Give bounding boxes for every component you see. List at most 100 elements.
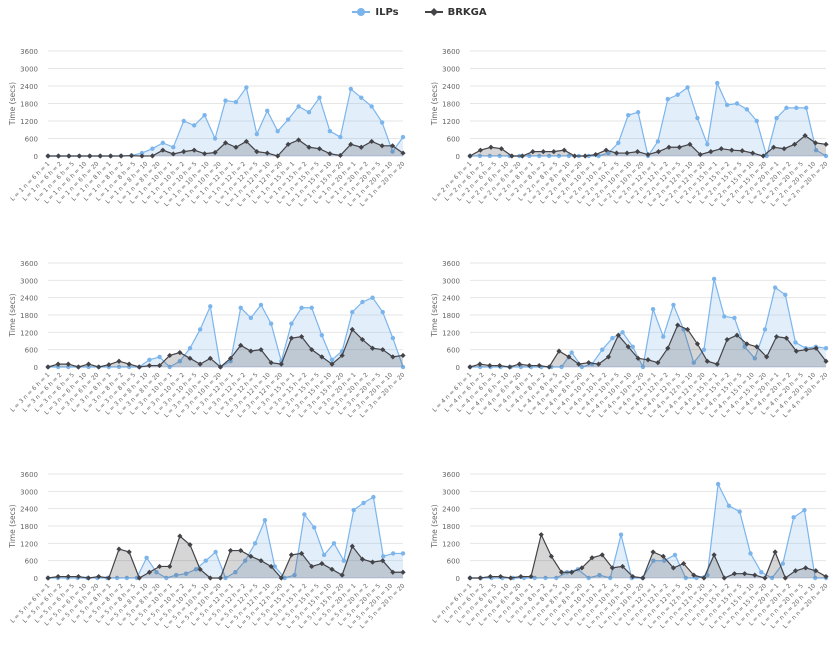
point-brkga: [773, 334, 780, 340]
legend-item-brkga[interactable]: BRKGA: [424, 4, 487, 20]
point-ilps: [350, 309, 355, 315]
point-ilps: [780, 561, 786, 566]
y-tick-label: 3600: [442, 48, 460, 56]
point-brkga: [823, 358, 829, 364]
point-ilps: [791, 515, 796, 520]
point-ilps: [737, 509, 742, 514]
point-ilps: [764, 153, 769, 159]
point-brkga: [538, 532, 544, 538]
point-brkga: [65, 361, 71, 367]
point-ilps: [701, 347, 707, 352]
point-brkga: [359, 336, 366, 343]
y-tick-label: 3000: [20, 488, 38, 496]
point-brkga: [156, 563, 163, 570]
point-ilps: [379, 120, 385, 125]
y-tick-label: 3000: [442, 277, 460, 285]
point-brkga: [66, 153, 72, 159]
point-brkga: [694, 341, 701, 347]
point-brkga: [729, 147, 735, 153]
point-brkga: [75, 573, 82, 580]
point-ilps: [329, 357, 335, 362]
point-brkga: [487, 573, 493, 580]
point-brkga: [85, 575, 92, 581]
point-brkga: [55, 573, 61, 580]
point-ilps: [208, 304, 213, 309]
point-brkga: [655, 149, 662, 155]
point-brkga: [329, 566, 335, 572]
point-brkga: [704, 358, 710, 364]
point-brkga: [160, 147, 166, 153]
series-ilps-area: [470, 484, 826, 578]
point-brkga: [369, 138, 375, 145]
point-brkga: [389, 143, 396, 149]
point-brkga: [139, 153, 145, 159]
point-brkga: [55, 361, 61, 367]
y-tick-label: 2400: [442, 83, 460, 91]
point-brkga: [599, 552, 605, 558]
point-brkga: [721, 575, 727, 581]
point-ilps: [348, 86, 353, 92]
point-brkga: [634, 149, 641, 155]
point-ilps: [694, 575, 699, 581]
point-ilps: [369, 104, 374, 109]
point-brkga: [170, 151, 176, 157]
point-brkga: [812, 140, 819, 146]
point-brkga: [197, 361, 203, 367]
point-brkga: [630, 573, 636, 580]
point-brkga: [181, 149, 187, 155]
y-tick-label: 0: [34, 153, 38, 161]
y-tick-label: 1800: [20, 523, 38, 531]
point-brkga: [380, 558, 386, 564]
point-brkga: [781, 146, 787, 152]
point-ilps: [228, 359, 233, 364]
point-brkga: [222, 140, 229, 146]
point-brkga: [339, 572, 345, 578]
point-brkga: [744, 341, 750, 347]
point-brkga: [45, 364, 51, 370]
point-ilps: [759, 570, 764, 575]
y-tick-label: 3000: [442, 66, 460, 74]
point-ilps: [360, 299, 365, 305]
point-brkga: [128, 153, 135, 159]
point-ilps: [661, 558, 667, 563]
point-brkga: [752, 572, 758, 578]
point-brkga: [298, 334, 305, 340]
point-brkga: [380, 347, 386, 353]
point-ilps: [711, 276, 717, 282]
y-tick-label: 0: [456, 575, 460, 583]
point-brkga: [640, 575, 646, 581]
point-ilps: [223, 575, 228, 581]
point-brkga: [278, 361, 284, 367]
y-tick-label: 2400: [20, 506, 38, 514]
point-brkga: [248, 553, 254, 559]
point-ilps: [724, 102, 730, 108]
point-brkga: [548, 553, 554, 559]
y-tick-label: 0: [456, 153, 460, 161]
point-ilps: [569, 350, 574, 355]
point-brkga: [227, 547, 234, 554]
point-brkga: [724, 336, 730, 343]
point-ilps: [675, 92, 680, 97]
legend-item-ilps[interactable]: ILPs: [352, 4, 399, 20]
point-brkga: [609, 565, 615, 571]
point-brkga: [519, 153, 525, 159]
point-brkga: [319, 560, 325, 567]
point-ilps: [309, 305, 314, 310]
y-tick-label: 1200: [20, 329, 38, 337]
point-ilps: [726, 503, 732, 508]
point-brkga: [278, 575, 284, 581]
point-brkga: [645, 151, 651, 158]
point-ilps: [126, 364, 132, 370]
point-brkga: [243, 138, 249, 145]
y-tick-label: 2400: [442, 295, 460, 303]
point-brkga: [167, 352, 173, 359]
y-tick-label: 1200: [442, 329, 460, 337]
point-ilps: [265, 108, 270, 113]
y-tick-label: 0: [34, 575, 38, 583]
point-ilps: [370, 295, 375, 300]
series-ilps-area: [48, 497, 403, 578]
point-ilps: [477, 364, 483, 370]
point-brkga: [238, 547, 244, 554]
point-brkga: [792, 568, 799, 574]
